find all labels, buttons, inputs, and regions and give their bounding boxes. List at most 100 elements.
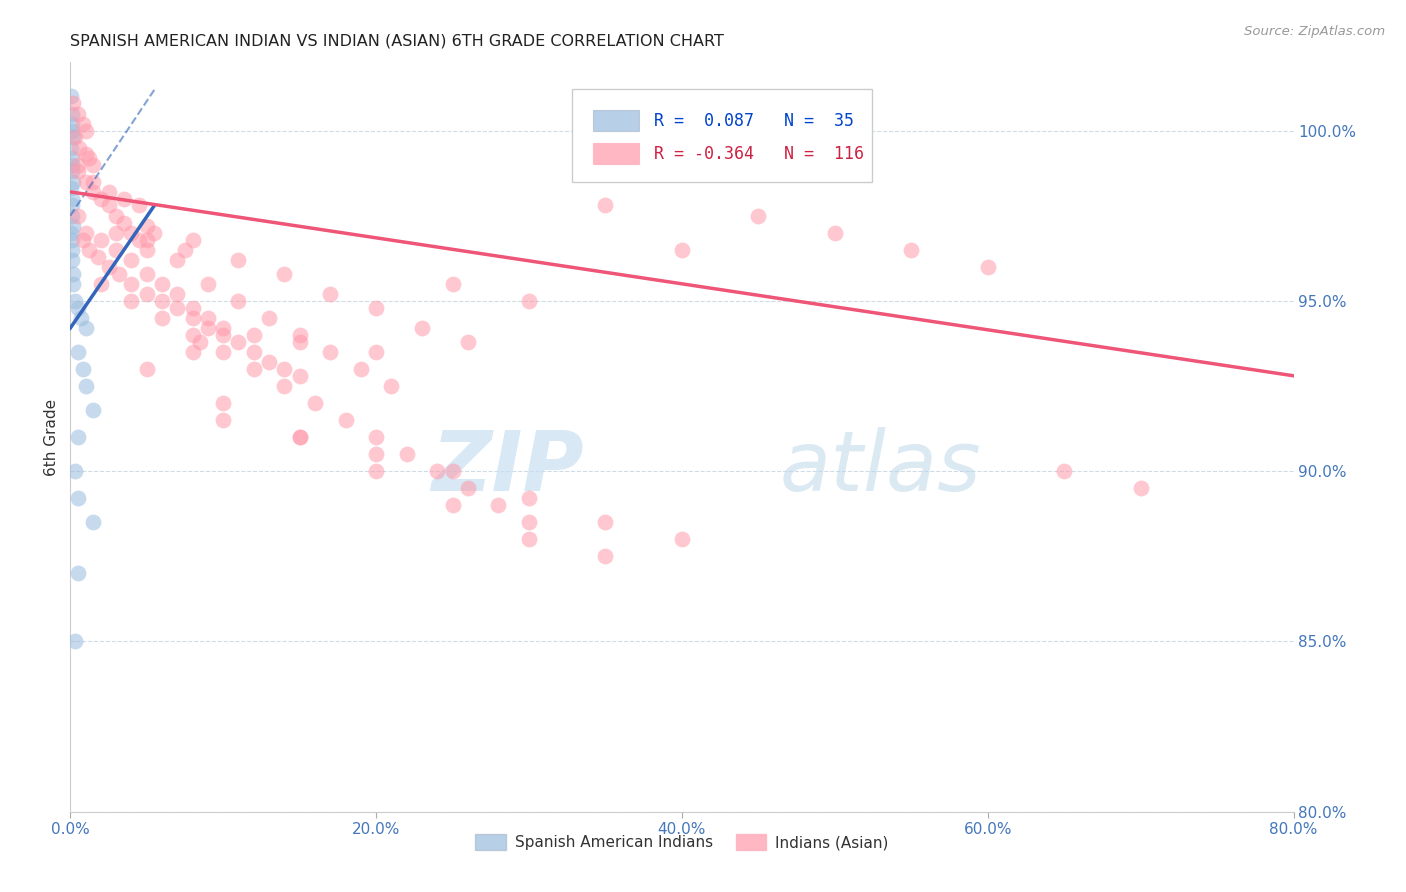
Point: [228, 334, 250, 349]
Point: [366, 447, 388, 461]
Point: [273, 267, 295, 281]
Point: [166, 287, 188, 301]
Point: [212, 327, 235, 342]
Point: [411, 321, 433, 335]
Point: [150, 310, 173, 325]
Point: [63, 634, 86, 648]
Point: [976, 260, 998, 274]
Text: atlas: atlas: [780, 426, 981, 508]
Point: [66, 106, 89, 120]
Point: [212, 396, 235, 410]
Point: [595, 549, 617, 564]
Point: [60, 209, 83, 223]
Point: [188, 334, 211, 349]
Point: [143, 226, 166, 240]
Point: [319, 345, 342, 359]
Point: [82, 175, 104, 189]
Bar: [592, 111, 640, 131]
Point: [77, 243, 100, 257]
Point: [66, 491, 89, 506]
Point: [212, 345, 235, 359]
Point: [60, 181, 83, 195]
Text: ZIP: ZIP: [432, 426, 583, 508]
Point: [304, 396, 326, 410]
Y-axis label: 6th Grade: 6th Grade: [44, 399, 59, 475]
Point: [66, 345, 89, 359]
Point: [97, 185, 120, 199]
Point: [128, 233, 150, 247]
Point: [62, 96, 84, 111]
Point: [60, 106, 83, 120]
Point: [75, 226, 97, 240]
Point: [66, 164, 89, 178]
Point: [181, 310, 204, 325]
Point: [671, 243, 693, 257]
Point: [121, 277, 143, 291]
Point: [121, 226, 143, 240]
Point: [150, 293, 173, 308]
Point: [288, 430, 311, 444]
Point: [380, 379, 402, 393]
Point: [66, 301, 89, 315]
Point: [97, 260, 120, 274]
Point: [82, 515, 104, 529]
Point: [273, 362, 295, 376]
Point: [671, 533, 693, 547]
Point: [166, 301, 188, 315]
Point: [82, 158, 104, 172]
Point: [457, 334, 479, 349]
Point: [75, 175, 97, 189]
Point: [60, 198, 83, 212]
Point: [273, 379, 295, 393]
Point: [441, 277, 464, 291]
Point: [517, 533, 540, 547]
Point: [72, 117, 94, 131]
Point: [108, 267, 131, 281]
Text: R =  0.087   N =  35: R = 0.087 N = 35: [654, 112, 853, 130]
Point: [63, 293, 86, 308]
Point: [112, 215, 135, 229]
Point: [900, 243, 922, 257]
Point: [60, 233, 83, 247]
Point: [426, 464, 449, 478]
Point: [62, 130, 84, 145]
Point: [212, 321, 235, 335]
Point: [1053, 464, 1076, 478]
Point: [60, 226, 83, 240]
Point: [488, 498, 510, 512]
Point: [595, 515, 617, 529]
Point: [72, 233, 94, 247]
Point: [181, 301, 204, 315]
Point: [181, 327, 204, 342]
Point: [1129, 481, 1152, 495]
Point: [62, 219, 84, 233]
Point: [60, 243, 83, 257]
Point: [257, 355, 280, 369]
Point: [90, 277, 112, 291]
Point: [60, 158, 83, 172]
Point: [517, 515, 540, 529]
Point: [60, 192, 83, 206]
Point: [66, 209, 89, 223]
Point: [75, 147, 97, 161]
Point: [228, 293, 250, 308]
Bar: [592, 144, 640, 164]
Point: [60, 252, 83, 267]
Point: [197, 321, 219, 335]
Text: Source: ZipAtlas.com: Source: ZipAtlas.com: [1244, 25, 1385, 38]
Point: [62, 277, 84, 291]
Point: [75, 123, 97, 137]
Point: [243, 345, 266, 359]
Point: [441, 464, 464, 478]
Point: [288, 327, 311, 342]
Point: [87, 250, 110, 264]
Point: [197, 310, 219, 325]
Point: [243, 362, 266, 376]
Point: [97, 198, 120, 212]
Point: [63, 464, 86, 478]
Point: [288, 368, 311, 383]
Point: [288, 430, 311, 444]
Point: [824, 226, 846, 240]
Point: [77, 151, 100, 165]
Point: [66, 430, 89, 444]
